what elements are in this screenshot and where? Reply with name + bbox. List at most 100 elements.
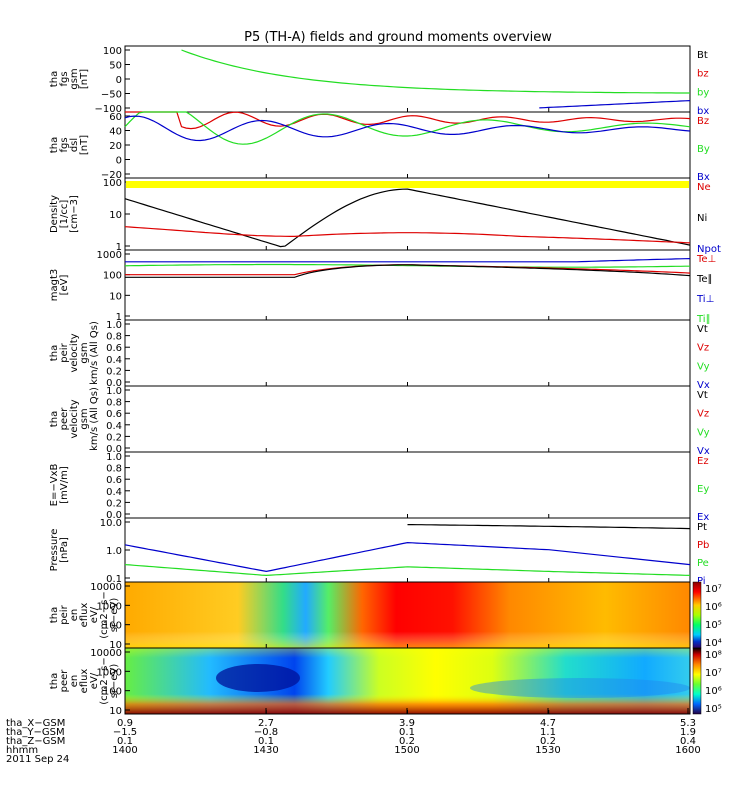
y-tick-label: 10 bbox=[109, 291, 122, 302]
y-tick-label: 1 bbox=[116, 312, 122, 323]
colorbar-label: 10⁷ bbox=[705, 668, 722, 679]
y-tick-label: 100 bbox=[103, 178, 122, 189]
y-axis-label-line: [mV/m] bbox=[59, 466, 70, 504]
y-tick-label: 10 bbox=[109, 210, 122, 221]
panel-pressure: 10.0 1.0 0.1 Pressure[nPa] Pt Pb Pe Pi bbox=[49, 517, 709, 587]
panel-frame bbox=[124, 319, 691, 387]
y-tick-label: 0 bbox=[116, 156, 122, 167]
y-axis-label: thapeirenefluxeV/(cm2−s−sr−eV) bbox=[49, 591, 120, 638]
y-axis-label-line: [nT] bbox=[79, 135, 90, 155]
legend-entry: Ex bbox=[697, 512, 709, 523]
x-row-value: 1430 bbox=[253, 745, 278, 756]
legend-entry: Vx bbox=[697, 380, 710, 391]
legend-entry: Te⊥ bbox=[696, 254, 716, 265]
legend-entry: Vt bbox=[697, 324, 708, 335]
colorbar-label: 10⁴ bbox=[705, 638, 722, 649]
y-axis-label-line: [nPa] bbox=[59, 537, 70, 563]
x-row-label: hhmm bbox=[6, 745, 38, 756]
y-tick-label: 50 bbox=[109, 61, 122, 72]
y-axis-label-line: eflux bbox=[79, 603, 90, 628]
y-tick-label: 0.0 bbox=[106, 510, 122, 521]
panel-fgs-gsm: 100 50 0 −50 −100 thafgsgsm[nT] Bt bz by bx bbox=[49, 45, 709, 117]
y-axis-label: thapeerenefluxeV/(cm2−s−sr−eV) bbox=[49, 657, 120, 704]
series-Pt bbox=[407, 524, 691, 530]
legend-entry: Pi bbox=[697, 576, 706, 587]
y-tick-label: 0.0 bbox=[106, 444, 122, 455]
y-axis-label-line: eV/ bbox=[89, 672, 100, 689]
legend-entry: Te∥ bbox=[696, 274, 713, 285]
y-axis-label-line: velocity bbox=[69, 333, 80, 372]
y-axis-label-line: [cm−3] bbox=[69, 195, 80, 233]
y-axis-label-line: (cm2−s− bbox=[99, 591, 110, 638]
y-tick-label: 0 bbox=[116, 75, 122, 86]
panel-frame bbox=[124, 385, 691, 453]
x-row-value: 0.4 bbox=[680, 736, 696, 747]
panel-peir-velocity: 1.00.80.60.40.20.0 thapeirvelocitygsmkm/s… bbox=[49, 319, 710, 391]
colorbar-label: 10⁸ bbox=[705, 650, 722, 661]
spectrogram-core bbox=[216, 664, 300, 692]
y-axis-label: magt3[eV] bbox=[49, 269, 70, 302]
y-axis-label: Density[1/cc][cm−3] bbox=[49, 195, 80, 233]
series-Bz bbox=[125, 111, 691, 130]
x-row-label: tha_X−GSM bbox=[6, 718, 65, 729]
y-tick-label: 1.0 bbox=[106, 452, 122, 463]
y-tick-label: 100 bbox=[103, 46, 122, 57]
panel-peer-velocity: 1.00.80.60.40.20.0 thapeervelocitygsmkm/s… bbox=[49, 385, 710, 457]
colorbar-label: 10⁶ bbox=[705, 602, 722, 613]
chart-title: P5 (TH-A) fields and ground moments over… bbox=[244, 30, 552, 45]
y-tick-label: 0.4 bbox=[106, 421, 122, 432]
y-tick-label: 1000 bbox=[97, 250, 122, 261]
panel-fgs-dsl: 60 40 20 0 −20 thafgsdsl[nT] Bz By Bx bbox=[49, 111, 710, 183]
x-row-value: 1600 bbox=[675, 745, 700, 756]
y-tick-label: −100 bbox=[95, 104, 122, 115]
y-tick-label: 100 bbox=[103, 687, 122, 698]
y-axis-label-line: tha bbox=[49, 411, 60, 427]
y-tick-label: 40 bbox=[109, 127, 122, 138]
x-row-value: 0.9 bbox=[117, 718, 133, 729]
y-axis-label-line: km/s (All Qs) bbox=[89, 321, 100, 385]
y-axis-label: thafgsgsm[nT] bbox=[49, 68, 90, 89]
y-axis-label-line: eV/ bbox=[89, 606, 100, 623]
y-axis-label-line: Density bbox=[49, 195, 60, 233]
panel-frame bbox=[124, 45, 691, 113]
y-tick-label: 1.0 bbox=[106, 320, 122, 331]
legend-entry: Bx bbox=[697, 172, 710, 183]
y-tick-label: 60 bbox=[109, 112, 122, 123]
y-tick-label: 0.6 bbox=[106, 475, 122, 486]
y-tick-label: 100 bbox=[103, 621, 122, 632]
y-tick-label: 10 bbox=[109, 706, 122, 717]
colorbar bbox=[692, 647, 702, 715]
legend-entry: By bbox=[697, 144, 710, 155]
y-tick-label: 10000 bbox=[90, 648, 122, 659]
y-axis-label: E=−VxB[mV/m] bbox=[49, 464, 70, 507]
y-tick-label: −50 bbox=[101, 90, 122, 101]
x-row-value: 1500 bbox=[394, 745, 419, 756]
y-axis-label-line: tha bbox=[49, 71, 60, 87]
colorbar-label: 10⁵ bbox=[705, 620, 722, 631]
y-tick-label: 0.2 bbox=[106, 498, 122, 509]
y-axis-label-line: peir bbox=[59, 604, 70, 624]
panel-peir-eflux: 10000 1000 100 10 thapeirenefluxeV/(cm2−s−sr… bbox=[49, 581, 722, 651]
panel-density: 100 10 1 Density[1/cc][cm−3] Ne Ni Npot bbox=[49, 177, 721, 255]
y-axis-label-line: fgs bbox=[59, 137, 70, 152]
legend-entry: Vz bbox=[697, 343, 709, 354]
legend-entry: Ey bbox=[697, 484, 709, 495]
legend-entry: bz bbox=[697, 69, 709, 80]
x-row-value: 4.7 bbox=[540, 718, 556, 729]
legend-entry: Bz bbox=[697, 116, 709, 127]
legend-entry: Vt bbox=[697, 390, 708, 401]
x-row-value: 3.9 bbox=[399, 718, 415, 729]
y-axis-label-line: peir bbox=[59, 342, 70, 362]
legend-entry: Vy bbox=[697, 427, 710, 438]
series-Te-perp bbox=[125, 264, 691, 276]
x-row-value: 5.3 bbox=[680, 718, 696, 729]
legend-entry: Pt bbox=[697, 522, 707, 533]
legend-entry: Npot bbox=[697, 244, 721, 255]
x-row-value: 0.2 bbox=[399, 736, 415, 747]
y-axis-label: Pressure[nPa] bbox=[49, 529, 70, 572]
y-axis-label-line: E=−VxB bbox=[49, 464, 60, 507]
legend-entry: Ti⊥ bbox=[696, 294, 714, 305]
y-axis-label-line: gsm bbox=[79, 342, 90, 363]
y-axis-label-line: peer bbox=[59, 407, 70, 431]
y-tick-label: 0.6 bbox=[106, 409, 122, 420]
